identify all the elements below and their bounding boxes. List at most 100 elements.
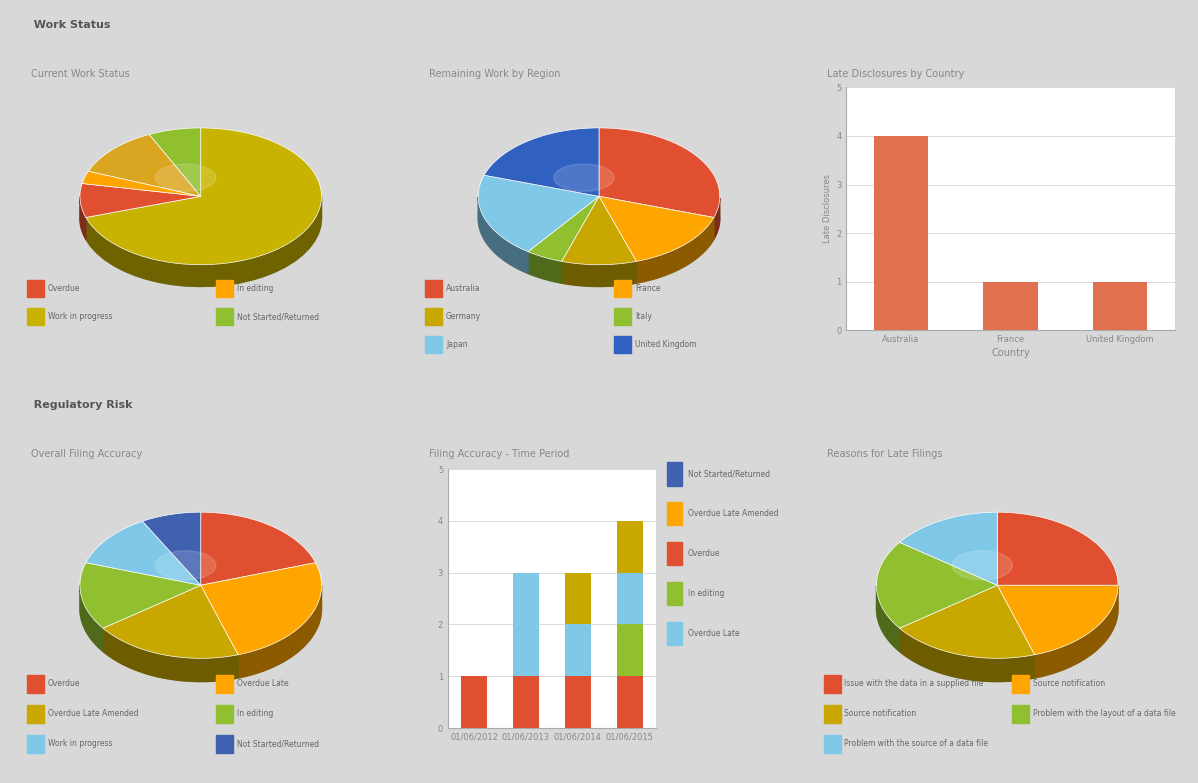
Bar (1012, 675, 1029, 693)
Polygon shape (478, 197, 528, 273)
Bar (667, 502, 682, 525)
Text: Overdue: Overdue (48, 680, 80, 688)
Polygon shape (238, 586, 321, 678)
Polygon shape (997, 512, 1118, 585)
Text: Late Disclosures by Country: Late Disclosures by Country (828, 69, 964, 79)
Polygon shape (86, 197, 321, 287)
Bar (667, 462, 682, 485)
Bar (28, 675, 44, 693)
Bar (667, 582, 682, 605)
Bar (823, 675, 841, 693)
Polygon shape (89, 135, 201, 197)
Text: Source notification: Source notification (1033, 680, 1106, 688)
Polygon shape (900, 585, 1035, 659)
Text: Problem with the source of a data file: Problem with the source of a data file (845, 739, 988, 749)
Bar (216, 309, 232, 326)
Text: Overall Filing Accuracy: Overall Filing Accuracy (31, 449, 143, 459)
Text: In editing: In editing (688, 589, 724, 598)
Polygon shape (1035, 585, 1118, 678)
Text: Reasons for Late Filings: Reasons for Late Filings (828, 449, 943, 459)
Polygon shape (80, 585, 103, 651)
Text: Japan: Japan (446, 340, 467, 349)
Polygon shape (80, 150, 321, 287)
Bar (425, 309, 442, 326)
Polygon shape (80, 197, 86, 240)
Bar (667, 542, 682, 565)
Polygon shape (562, 262, 636, 287)
Text: Overdue Late: Overdue Late (236, 680, 289, 688)
Text: Regulatory Risk: Regulatory Risk (26, 400, 133, 410)
Bar (28, 280, 44, 298)
Text: Current Work Status: Current Work Status (31, 69, 129, 79)
Text: France: France (635, 284, 660, 293)
Polygon shape (201, 563, 321, 655)
Text: Not Started/Returned: Not Started/Returned (688, 470, 770, 478)
Polygon shape (714, 198, 720, 240)
Polygon shape (599, 197, 714, 262)
Text: Not Started/Returned: Not Started/Returned (236, 739, 319, 749)
Polygon shape (83, 171, 201, 197)
Polygon shape (599, 128, 720, 218)
Text: Not Started/Returned: Not Started/Returned (236, 312, 319, 321)
Bar (823, 705, 841, 723)
Text: Work in progress: Work in progress (48, 312, 113, 321)
Bar (615, 280, 631, 298)
Polygon shape (80, 563, 201, 628)
Polygon shape (636, 218, 714, 283)
Text: Overdue: Overdue (48, 284, 80, 293)
Polygon shape (562, 197, 636, 265)
Ellipse shape (553, 164, 615, 191)
Polygon shape (528, 251, 562, 283)
Polygon shape (900, 628, 1035, 681)
Text: Filing Accuracy - Time Period: Filing Accuracy - Time Period (429, 449, 569, 459)
Text: Work in progress: Work in progress (48, 739, 113, 749)
Polygon shape (86, 521, 201, 585)
Text: Australia: Australia (446, 284, 480, 293)
Polygon shape (528, 197, 599, 262)
Text: In editing: In editing (236, 284, 273, 293)
Polygon shape (201, 512, 315, 585)
Text: Remaining Work by Region: Remaining Work by Region (429, 69, 561, 79)
Text: Overdue: Overdue (688, 549, 720, 558)
Text: Overdue Late: Overdue Late (688, 629, 739, 638)
Bar (28, 705, 44, 723)
Ellipse shape (156, 550, 216, 580)
Ellipse shape (156, 164, 216, 191)
Polygon shape (997, 585, 1118, 655)
Text: Problem with the layout of a data file: Problem with the layout of a data file (1033, 709, 1176, 718)
Polygon shape (484, 128, 599, 197)
Text: Source notification: Source notification (845, 709, 916, 718)
Ellipse shape (952, 550, 1012, 580)
Text: Italy: Italy (635, 312, 652, 321)
Polygon shape (900, 512, 997, 585)
Polygon shape (877, 536, 1118, 681)
Bar (216, 280, 232, 298)
Polygon shape (103, 585, 238, 659)
Bar (216, 675, 232, 693)
Polygon shape (877, 543, 997, 628)
Polygon shape (877, 586, 900, 651)
Polygon shape (103, 628, 238, 681)
Polygon shape (86, 128, 321, 265)
Bar (615, 336, 631, 353)
Bar (615, 309, 631, 326)
Bar (667, 622, 682, 645)
Bar (823, 734, 841, 753)
Text: Overdue Late Amended: Overdue Late Amended (688, 510, 779, 518)
Bar (425, 336, 442, 353)
Text: In editing: In editing (236, 709, 273, 718)
Text: Issue with the data in a supplied file: Issue with the data in a supplied file (845, 680, 984, 688)
Text: Overdue Late Amended: Overdue Late Amended (48, 709, 138, 718)
Polygon shape (80, 183, 201, 218)
Polygon shape (80, 536, 321, 681)
Polygon shape (478, 150, 720, 287)
Bar (216, 734, 232, 753)
Polygon shape (150, 128, 201, 197)
Bar (28, 309, 44, 326)
Polygon shape (478, 175, 599, 251)
Text: United Kingdom: United Kingdom (635, 340, 696, 349)
Bar (216, 705, 232, 723)
Text: Work Status: Work Status (26, 20, 110, 31)
Bar (1012, 705, 1029, 723)
Bar (28, 734, 44, 753)
